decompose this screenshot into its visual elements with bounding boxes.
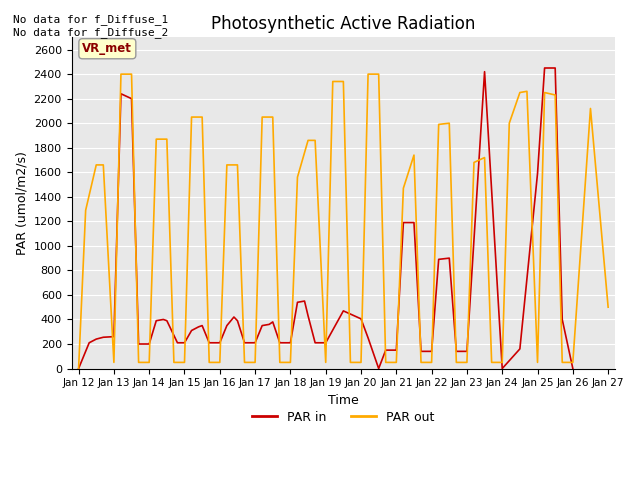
Title: Photosynthetic Active Radiation: Photosynthetic Active Radiation (211, 15, 476, 33)
X-axis label: Time: Time (328, 394, 359, 407)
Y-axis label: PAR (umol/m2/s): PAR (umol/m2/s) (15, 151, 28, 255)
Legend: PAR in, PAR out: PAR in, PAR out (247, 406, 440, 429)
Text: VR_met: VR_met (83, 42, 132, 55)
Text: No data for f_Diffuse_1
No data for f_Diffuse_2: No data for f_Diffuse_1 No data for f_Di… (13, 14, 168, 38)
